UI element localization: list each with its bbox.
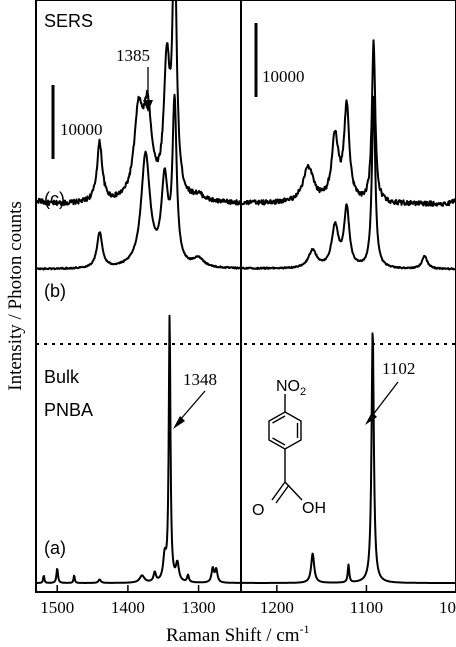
scale-bar-left-label: 10000 bbox=[60, 120, 103, 139]
spectra-traces bbox=[36, 0, 456, 584]
sers-label: SERS bbox=[44, 11, 93, 31]
spectrum-a-right bbox=[241, 332, 456, 584]
x-tick-label-1000: 1000 bbox=[439, 598, 456, 617]
peak-label-1102: 1102 bbox=[382, 359, 415, 378]
pnba-molecule-structure bbox=[268, 394, 303, 504]
pnba-label: PNBA bbox=[44, 400, 93, 420]
scale-bar-right-label: 10000 bbox=[262, 67, 305, 86]
spectrum-a-left bbox=[36, 314, 241, 584]
x-tick-label-1400: 1400 bbox=[111, 598, 145, 617]
trace-label-a: (a) bbox=[44, 538, 66, 558]
spectrum-b-left bbox=[36, 93, 241, 271]
bulk-label: Bulk bbox=[44, 367, 80, 387]
molecule-oh-label: OH bbox=[302, 500, 326, 517]
x-tick-label-1300: 1300 bbox=[182, 598, 216, 617]
peak-arrow-1102-shaft bbox=[371, 381, 399, 417]
peak-arrow-1385-head bbox=[143, 100, 153, 112]
x-axis-ticks: 1500 1400 1300 1200 1100 1000 bbox=[40, 585, 456, 617]
molecule-no2-label: NO2 bbox=[276, 378, 306, 398]
trace-label-c: (c) bbox=[44, 189, 65, 209]
trace-label-b: (b) bbox=[44, 281, 66, 301]
peak-arrow-1348-head bbox=[173, 416, 185, 429]
x-tick-label-1200: 1200 bbox=[260, 598, 294, 617]
plot-frame bbox=[35, 0, 456, 593]
peak-arrow-1348-shaft bbox=[179, 390, 206, 421]
spectrum-c-left bbox=[36, 0, 241, 206]
x-tick-label-1100: 1100 bbox=[350, 598, 383, 617]
y-axis-label: Intensity / Photon counts bbox=[5, 201, 26, 390]
molecule-o-label: O bbox=[252, 502, 264, 519]
peak-label-1348: 1348 bbox=[183, 370, 217, 389]
spectrum-c-right bbox=[241, 39, 456, 207]
x-axis-label: Raman Shift / cm-1 bbox=[166, 622, 310, 646]
x-tick-label-1500: 1500 bbox=[40, 598, 74, 617]
x-axis-unit-superscript: -1 bbox=[300, 622, 310, 636]
spectrum-b-right bbox=[241, 95, 456, 271]
peak-label-1385: 1385 bbox=[116, 46, 150, 65]
peak-arrow-1102-head bbox=[365, 412, 377, 425]
